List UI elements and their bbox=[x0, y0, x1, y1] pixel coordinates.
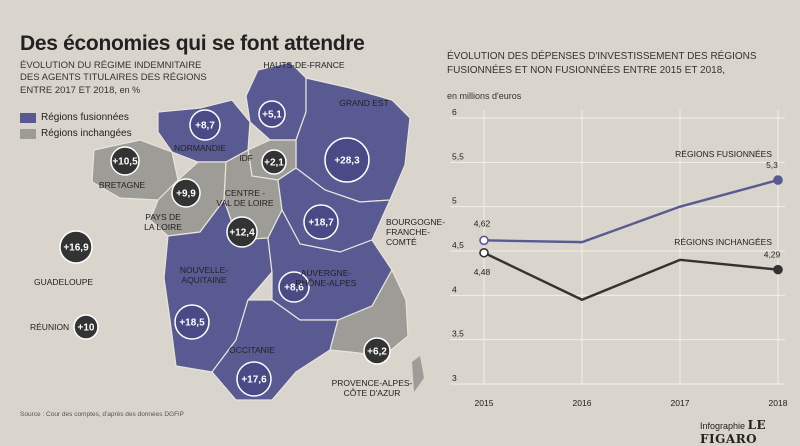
region-cvl-label: VAL DE LOIRE bbox=[216, 198, 273, 208]
region-occ-label: OCCITANIE bbox=[229, 345, 275, 355]
region-bretagne-value: +10,5 bbox=[112, 157, 138, 168]
chart-unit: en millions d'euros bbox=[447, 91, 522, 101]
series-0-point bbox=[773, 175, 783, 185]
legend-swatch-merged bbox=[20, 112, 36, 123]
region-guad-bubble bbox=[59, 230, 93, 264]
region-ara-label: AUVERGNE- bbox=[301, 268, 352, 278]
region-guad-value: +16,9 bbox=[63, 243, 89, 254]
series-0-point bbox=[479, 235, 489, 246]
region-ara-value: +8,6 bbox=[284, 283, 304, 294]
region-na-bubble bbox=[174, 304, 210, 340]
region-guad-label: GUADELOUPE bbox=[34, 277, 93, 287]
region-occ-value: +17,6 bbox=[241, 375, 267, 386]
region-corse-shape bbox=[412, 356, 424, 392]
map-subtitle-line: DES AGENTS TITULAIRES DES RÉGIONS bbox=[20, 72, 207, 83]
legend-label-merged: Régions fusionnées bbox=[41, 112, 129, 123]
data-label: 4,48 bbox=[474, 267, 491, 277]
series-1-point bbox=[773, 264, 783, 275]
region-map: +5,1 HAUTS-DE-FRANCE +8,7 NORMANDIE +28,3 GRA… bbox=[30, 60, 445, 401]
region-paca-label: PROVENCE-ALPES- bbox=[332, 378, 413, 388]
region-normandie-value: +8,7 bbox=[195, 121, 215, 132]
series-line-0 bbox=[483, 178, 779, 244]
legend-swatch-unchanged bbox=[20, 128, 36, 139]
map-subtitle-line: ÉVOLUTION DU RÉGIME INDEMNITAIRE bbox=[20, 60, 202, 71]
series-1-point bbox=[479, 247, 489, 258]
region-paca-label: CÔTE D'AZUR bbox=[344, 388, 401, 398]
map-subtitle-line: ENTRE 2017 ET 2018, bbox=[20, 85, 117, 96]
region-normandie-label: NORMANDIE bbox=[174, 143, 226, 153]
chart-title-line: FUSIONNÉES ET NON FUSIONNÉES ENTRE 2015 … bbox=[447, 65, 726, 76]
y-tick-label: 3 bbox=[452, 373, 457, 383]
series-line-1 bbox=[483, 251, 779, 302]
series-name-1: RÉGIONS INCHANGÉES bbox=[674, 237, 772, 247]
region-ge-label: GRAND EST bbox=[339, 98, 389, 108]
region-idf-value: +2,1 bbox=[264, 158, 284, 169]
region-hdf-value: +5,1 bbox=[262, 110, 282, 121]
region-na-label: AQUITAINE bbox=[181, 275, 227, 285]
infographic-canvas: +5,1 HAUTS-DE-FRANCE +8,7 NORMANDIE +28,3 GRA… bbox=[30, 60, 788, 408]
region-reun-label: RÉUNION bbox=[30, 322, 69, 332]
region-paca-bubble bbox=[363, 337, 391, 365]
data-label: 5,3 bbox=[766, 160, 778, 170]
map-source: Source : Cour des comptes, d'après des d… bbox=[20, 411, 184, 418]
x-tick-label: 2015 bbox=[475, 398, 494, 408]
region-pdl-label: LA LOIRE bbox=[144, 222, 182, 232]
legend-label-unchanged: Régions inchangées bbox=[41, 128, 132, 139]
region-bretagne-label: BRETAGNE bbox=[99, 180, 145, 190]
region-bretagne-bubble bbox=[110, 146, 140, 176]
data-label: 4,62 bbox=[474, 218, 491, 228]
region-bfc-value: +18,7 bbox=[308, 218, 334, 229]
y-tick-label: 4,5 bbox=[452, 240, 464, 250]
y-tick-label: 3,5 bbox=[452, 329, 464, 339]
region-bfc-label: FRANCHE- bbox=[386, 227, 430, 237]
y-tick-label: 5,5 bbox=[452, 151, 464, 161]
region-cvl-bubble bbox=[226, 216, 258, 248]
region-pdl-bubble bbox=[171, 178, 201, 208]
region-ara-label: RHÔNE-ALPES bbox=[296, 278, 357, 288]
chart-title: ÉVOLUTION DES DÉPENSES D'INVESTISSEMENT … bbox=[447, 50, 757, 78]
x-tick-label: 2018 bbox=[769, 398, 788, 408]
region-bfc-bubble bbox=[303, 204, 339, 240]
region-bfc-label: BOURGOGNE- bbox=[386, 217, 445, 227]
region-reun-value: +10 bbox=[78, 323, 95, 334]
region-idf-bubble bbox=[261, 149, 287, 175]
y-tick-label: 5 bbox=[452, 196, 457, 206]
region-na-value: +18,5 bbox=[179, 318, 205, 329]
page-title: Des économies qui se font attendre bbox=[20, 32, 365, 55]
region-normandie-bubble bbox=[189, 109, 221, 141]
y-tick-label: 6 bbox=[452, 107, 457, 117]
region-paca-shape bbox=[329, 268, 409, 357]
data-label: 4,29 bbox=[764, 250, 781, 260]
region-cvl-value: +12,4 bbox=[229, 228, 255, 239]
x-tick-label: 2017 bbox=[671, 398, 690, 408]
region-paca-value: +6,2 bbox=[367, 347, 387, 358]
region-na-label: NOUVELLE- bbox=[180, 265, 228, 275]
brand-prefix: Infographie bbox=[700, 421, 746, 431]
region-bfc-label: COMTÉ bbox=[386, 237, 417, 247]
map-legend: Régions fusionnées Régions inchangées bbox=[20, 112, 132, 144]
region-reun-bubble bbox=[73, 314, 99, 340]
region-occ-bubble bbox=[236, 361, 272, 397]
series-name-0: RÉGIONS FUSIONNÉES bbox=[675, 149, 772, 159]
region-hdf-label: HAUTS-DE-FRANCE bbox=[263, 60, 345, 70]
region-ge-value: +28,3 bbox=[334, 156, 360, 167]
region-cvl-label: CENTRE - bbox=[225, 188, 265, 198]
region-pdl-value: +9,9 bbox=[176, 189, 196, 200]
x-tick-label: 2016 bbox=[573, 398, 592, 408]
chart-title-line: ÉVOLUTION DES DÉPENSES D'INVESTISSEMENT … bbox=[447, 51, 757, 62]
region-pdl-label: PAYS DE bbox=[145, 212, 181, 222]
region-hdf-bubble bbox=[258, 100, 286, 128]
map-subtitle: ÉVOLUTION DU RÉGIME INDEMNITAIRE DES AGE… bbox=[20, 60, 207, 97]
region-idf-label: IDF bbox=[239, 153, 253, 163]
region-ge-bubble bbox=[324, 137, 370, 183]
map-unit: en % bbox=[119, 85, 141, 95]
y-tick-label: 4 bbox=[452, 284, 457, 294]
region-ara-bubble bbox=[278, 271, 310, 303]
